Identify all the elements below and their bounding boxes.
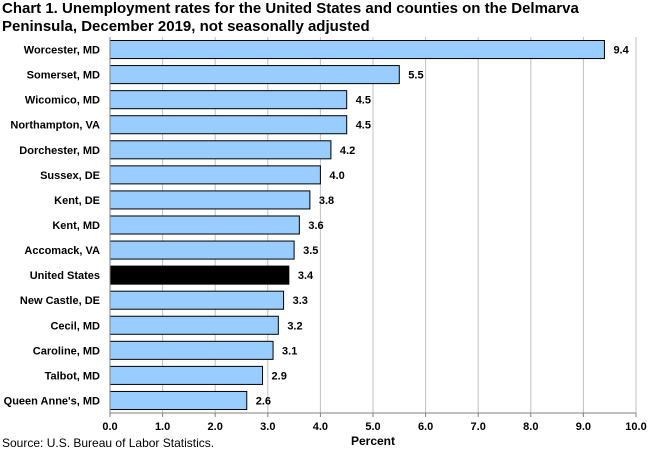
category-label: Worcester, MD [24,45,100,57]
x-tick-label: 10.0 [625,421,646,433]
bar [109,265,290,285]
category-label: New Castle, DE [20,295,100,307]
bar [109,290,285,310]
bars [109,40,605,410]
category-label: Cecil, MD [50,320,100,332]
chart-title: Chart 1. Unemployment rates for the Unit… [2,0,579,35]
value-label: 4.5 [356,120,371,132]
value-label: 4.0 [329,170,344,182]
category-label: Northampton, VA [10,120,100,132]
x-axis: 0.0 1.0 2.0 3.0 4.0 5.0 6.0 7.0 8.0 9.0 10.0 [102,37,647,433]
value-label: 3.1 [282,345,297,357]
category-label: Somerset, MD [27,70,100,82]
x-tick-label: 6.0 [418,421,433,433]
x-tick-label: 7.0 [471,421,486,433]
x-tick-label: 3.0 [260,421,275,433]
bar [109,365,264,385]
value-label: 5.5 [408,70,423,82]
value-label: 3.5 [303,245,318,257]
value-label: 3.4 [298,270,314,282]
bar [109,215,300,235]
x-tick-label: 2.0 [208,421,223,433]
category-label: Kent, DE [54,195,100,207]
category-label: Kent, MD [52,220,100,232]
bar [109,240,295,260]
category-label: Wicomico, MD [25,95,100,107]
bar [109,390,248,410]
value-label: 2.6 [256,395,271,407]
bar [109,40,605,60]
x-tick-label: 1.0 [155,421,170,433]
bar [109,90,348,110]
category-label: Dorchester, MD [19,145,100,157]
bar [109,165,321,185]
category-label: Accomack, VA [24,245,100,257]
x-tick-label: 5.0 [365,421,380,433]
x-tick-label: 4.0 [313,421,328,433]
bar [109,315,279,335]
bar [109,115,348,135]
value-label: 9.4 [613,45,629,57]
category-label: United States [30,270,100,282]
bar [109,340,274,360]
bar [109,190,311,210]
x-tick-label: 8.0 [523,421,538,433]
category-label: Talbot, MD [45,370,100,382]
bar [109,65,400,85]
category-label: Caroline, MD [33,345,100,357]
value-label: 3.3 [293,295,308,307]
source-note: Source: U.S. Bureau of Labor Statistics. [2,436,215,450]
x-axis-label: Percent [351,434,395,448]
category-labels: Worcester, MD Somerset, MD Wicomico, MD Nor… [4,45,100,408]
value-label: 2.9 [272,370,287,382]
value-label: 3.6 [308,220,323,232]
value-labels: 9.4 5.5 4.5 4.5 4.2 4.0 3.8 3.6 3.5 3.4 3.3 3.2 3.1 2… [256,45,630,408]
category-label: Queen Anne's, MD [4,395,100,407]
x-tick-label: 9.0 [576,421,591,433]
x-tick-label: 0.0 [102,421,117,433]
value-label: 3.8 [319,195,334,207]
value-label: 4.5 [356,95,371,107]
bar [109,140,332,160]
value-label: 3.2 [287,320,302,332]
category-label: Sussex, DE [40,170,100,182]
value-label: 4.2 [340,145,355,157]
